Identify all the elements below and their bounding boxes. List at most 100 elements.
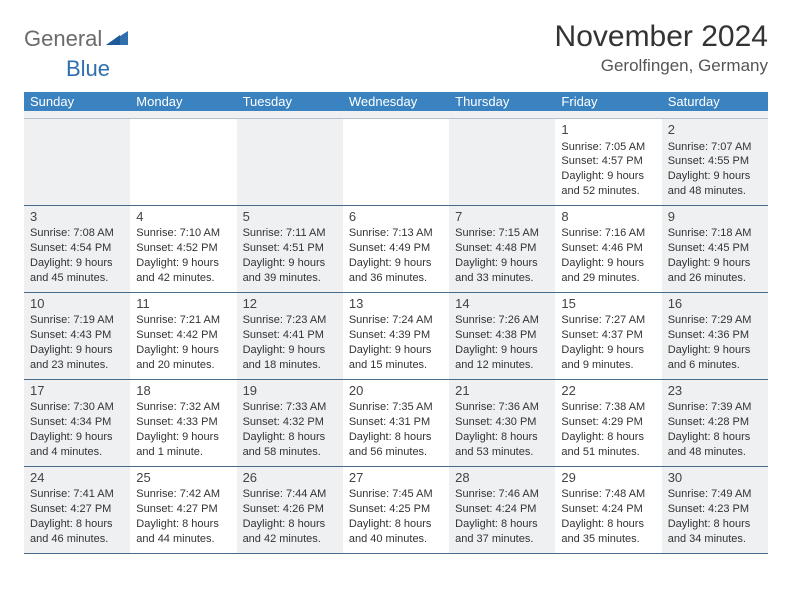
day-cell: 21Sunrise: 7:36 AMSunset: 4:30 PMDayligh…	[449, 380, 555, 466]
day-number: 10	[30, 295, 124, 313]
daylight-text: Daylight: 9 hours and 48 minutes.	[668, 169, 762, 199]
sunset-text: Sunset: 4:42 PM	[136, 328, 230, 343]
sunrise-text: Sunrise: 7:27 AM	[561, 313, 655, 328]
sunset-text: Sunset: 4:23 PM	[668, 502, 762, 517]
sunrise-text: Sunrise: 7:45 AM	[349, 487, 443, 502]
weekday-friday: Friday	[555, 92, 661, 111]
day-number: 15	[561, 295, 655, 313]
logo-word-2: Blue	[66, 56, 110, 81]
day-number: 11	[136, 295, 230, 313]
sunrise-text: Sunrise: 7:32 AM	[136, 400, 230, 415]
day-cell: 23Sunrise: 7:39 AMSunset: 4:28 PMDayligh…	[662, 380, 768, 466]
logo-word-1: General	[24, 26, 102, 52]
sunrise-text: Sunrise: 7:46 AM	[455, 487, 549, 502]
sunset-text: Sunset: 4:32 PM	[243, 415, 337, 430]
sunset-text: Sunset: 4:36 PM	[668, 328, 762, 343]
daylight-text: Daylight: 9 hours and 4 minutes.	[30, 430, 124, 460]
calendar: SundayMondayTuesdayWednesdayThursdayFrid…	[24, 92, 768, 554]
sunrise-text: Sunrise: 7:15 AM	[455, 226, 549, 241]
daylight-text: Daylight: 8 hours and 48 minutes.	[668, 430, 762, 460]
sunset-text: Sunset: 4:34 PM	[30, 415, 124, 430]
day-number: 17	[30, 382, 124, 400]
daylight-text: Daylight: 9 hours and 1 minute.	[136, 430, 230, 460]
day-cell: 17Sunrise: 7:30 AMSunset: 4:34 PMDayligh…	[24, 380, 130, 466]
sunset-text: Sunset: 4:41 PM	[243, 328, 337, 343]
sunset-text: Sunset: 4:48 PM	[455, 241, 549, 256]
daylight-text: Daylight: 9 hours and 23 minutes.	[30, 343, 124, 373]
day-number: 20	[349, 382, 443, 400]
logo: General	[24, 20, 130, 52]
day-cell: 9Sunrise: 7:18 AMSunset: 4:45 PMDaylight…	[662, 206, 768, 292]
sunset-text: Sunset: 4:33 PM	[136, 415, 230, 430]
sunset-text: Sunset: 4:46 PM	[561, 241, 655, 256]
daylight-text: Daylight: 8 hours and 44 minutes.	[136, 517, 230, 547]
sunset-text: Sunset: 4:43 PM	[30, 328, 124, 343]
weekday-sunday: Sunday	[24, 92, 130, 111]
sunset-text: Sunset: 4:31 PM	[349, 415, 443, 430]
day-cell: 2Sunrise: 7:07 AMSunset: 4:55 PMDaylight…	[662, 119, 768, 205]
weekday-wednesday: Wednesday	[343, 92, 449, 111]
daylight-text: Daylight: 9 hours and 6 minutes.	[668, 343, 762, 373]
day-cell	[237, 119, 343, 205]
day-number: 13	[349, 295, 443, 313]
day-number: 21	[455, 382, 549, 400]
day-cell: 4Sunrise: 7:10 AMSunset: 4:52 PMDaylight…	[130, 206, 236, 292]
day-number: 28	[455, 469, 549, 487]
daylight-text: Daylight: 8 hours and 42 minutes.	[243, 517, 337, 547]
sunrise-text: Sunrise: 7:44 AM	[243, 487, 337, 502]
title-block: November 2024 Gerolfingen, Germany	[555, 20, 768, 76]
day-cell: 29Sunrise: 7:48 AMSunset: 4:24 PMDayligh…	[555, 467, 661, 553]
day-cell: 11Sunrise: 7:21 AMSunset: 4:42 PMDayligh…	[130, 293, 236, 379]
sunset-text: Sunset: 4:27 PM	[136, 502, 230, 517]
day-number: 12	[243, 295, 337, 313]
day-cell: 19Sunrise: 7:33 AMSunset: 4:32 PMDayligh…	[237, 380, 343, 466]
sunset-text: Sunset: 4:27 PM	[30, 502, 124, 517]
sunset-text: Sunset: 4:45 PM	[668, 241, 762, 256]
sunrise-text: Sunrise: 7:13 AM	[349, 226, 443, 241]
daylight-text: Daylight: 9 hours and 39 minutes.	[243, 256, 337, 286]
sunset-text: Sunset: 4:24 PM	[561, 502, 655, 517]
header: General November 2024 Gerolfingen, Germa…	[24, 20, 768, 76]
day-cell: 6Sunrise: 7:13 AMSunset: 4:49 PMDaylight…	[343, 206, 449, 292]
sunset-text: Sunset: 4:57 PM	[561, 154, 655, 169]
day-cell	[449, 119, 555, 205]
sunrise-text: Sunrise: 7:24 AM	[349, 313, 443, 328]
day-number: 16	[668, 295, 762, 313]
day-cell: 5Sunrise: 7:11 AMSunset: 4:51 PMDaylight…	[237, 206, 343, 292]
day-number: 27	[349, 469, 443, 487]
day-cell: 22Sunrise: 7:38 AMSunset: 4:29 PMDayligh…	[555, 380, 661, 466]
sunrise-text: Sunrise: 7:10 AM	[136, 226, 230, 241]
day-number: 4	[136, 208, 230, 226]
sunrise-text: Sunrise: 7:18 AM	[668, 226, 762, 241]
sunrise-text: Sunrise: 7:11 AM	[243, 226, 337, 241]
day-number: 30	[668, 469, 762, 487]
day-number: 6	[349, 208, 443, 226]
daylight-text: Daylight: 8 hours and 35 minutes.	[561, 517, 655, 547]
week-row: 24Sunrise: 7:41 AMSunset: 4:27 PMDayligh…	[24, 467, 768, 554]
week-row: 17Sunrise: 7:30 AMSunset: 4:34 PMDayligh…	[24, 380, 768, 467]
daylight-text: Daylight: 8 hours and 56 minutes.	[349, 430, 443, 460]
daylight-text: Daylight: 8 hours and 53 minutes.	[455, 430, 549, 460]
weekday-tuesday: Tuesday	[237, 92, 343, 111]
sunrise-text: Sunrise: 7:07 AM	[668, 140, 762, 155]
sunrise-text: Sunrise: 7:05 AM	[561, 140, 655, 155]
sunrise-text: Sunrise: 7:33 AM	[243, 400, 337, 415]
month-title: November 2024	[555, 20, 768, 54]
daylight-text: Daylight: 9 hours and 42 minutes.	[136, 256, 230, 286]
weekday-thursday: Thursday	[449, 92, 555, 111]
daylight-text: Daylight: 9 hours and 15 minutes.	[349, 343, 443, 373]
sunrise-text: Sunrise: 7:38 AM	[561, 400, 655, 415]
daylight-text: Daylight: 8 hours and 51 minutes.	[561, 430, 655, 460]
day-cell: 1Sunrise: 7:05 AMSunset: 4:57 PMDaylight…	[555, 119, 661, 205]
day-cell: 20Sunrise: 7:35 AMSunset: 4:31 PMDayligh…	[343, 380, 449, 466]
sunset-text: Sunset: 4:28 PM	[668, 415, 762, 430]
daylight-text: Daylight: 9 hours and 20 minutes.	[136, 343, 230, 373]
location: Gerolfingen, Germany	[555, 56, 768, 76]
day-cell: 3Sunrise: 7:08 AMSunset: 4:54 PMDaylight…	[24, 206, 130, 292]
weekday-monday: Monday	[130, 92, 236, 111]
sunrise-text: Sunrise: 7:29 AM	[668, 313, 762, 328]
day-cell: 12Sunrise: 7:23 AMSunset: 4:41 PMDayligh…	[237, 293, 343, 379]
daylight-text: Daylight: 9 hours and 52 minutes.	[561, 169, 655, 199]
logo-triangle-icon	[106, 29, 128, 50]
spacer-row	[24, 111, 768, 119]
